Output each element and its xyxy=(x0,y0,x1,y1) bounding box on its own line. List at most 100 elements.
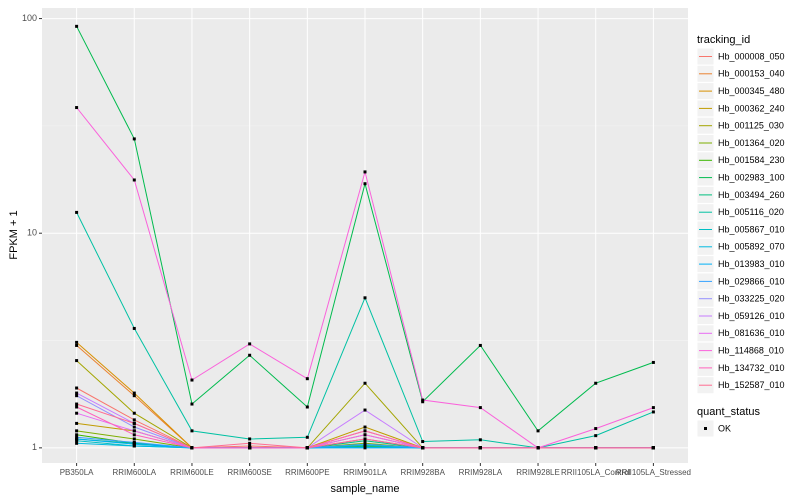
point xyxy=(75,386,79,390)
point xyxy=(421,440,425,444)
point xyxy=(75,340,79,344)
point xyxy=(75,429,79,433)
point xyxy=(363,429,367,433)
point xyxy=(190,429,194,433)
point xyxy=(421,446,425,450)
legend-label: Hb_000008_050 xyxy=(718,51,785,61)
point xyxy=(305,446,309,450)
point xyxy=(594,434,598,438)
x-tick-label: RRIM600PE xyxy=(285,468,329,477)
legend-label: Hb_000153_040 xyxy=(718,69,785,79)
point xyxy=(75,439,79,443)
point xyxy=(75,359,79,363)
legend-shape xyxy=(704,427,707,430)
point xyxy=(363,296,367,300)
x-tick-label: RRIM928BA xyxy=(400,468,445,477)
legend-label: Hb_081636_010 xyxy=(718,328,785,338)
point xyxy=(651,406,655,410)
point xyxy=(75,421,79,425)
point xyxy=(478,343,482,347)
point xyxy=(132,433,136,437)
point xyxy=(363,170,367,174)
point xyxy=(132,429,136,433)
point xyxy=(132,391,136,395)
legend-label: Hb_001584_230 xyxy=(718,155,785,165)
point xyxy=(363,446,367,450)
x-tick-label: RRIM901LA xyxy=(343,468,387,477)
y-tick-label: 1 xyxy=(32,442,37,452)
point xyxy=(190,446,194,450)
point xyxy=(75,435,79,439)
point xyxy=(75,106,79,110)
point xyxy=(75,433,79,437)
legend-label: Hb_005116_020 xyxy=(718,207,784,217)
y-axis-label: FPKM + 1 xyxy=(8,210,20,259)
point xyxy=(75,343,79,347)
legend-label: OK xyxy=(718,423,731,433)
x-axis-label: sample_name xyxy=(330,483,399,495)
point xyxy=(132,444,136,448)
point xyxy=(248,353,252,357)
point xyxy=(363,442,367,446)
legend-label: Hb_033225_020 xyxy=(718,294,785,304)
point xyxy=(363,433,367,437)
point xyxy=(75,405,79,409)
point xyxy=(248,446,252,450)
x-tick-label: RRII105LA_Stressed xyxy=(616,468,691,477)
point xyxy=(248,441,252,445)
legend-label: Hb_002983_100 xyxy=(718,172,785,182)
point xyxy=(651,410,655,414)
legend-label: Hb_003494_260 xyxy=(718,190,785,200)
point xyxy=(75,24,79,28)
legend-label: Hb_029866_010 xyxy=(718,276,785,286)
point xyxy=(305,377,309,381)
point xyxy=(75,394,79,398)
y-tick-label: 100 xyxy=(22,13,37,23)
point xyxy=(132,421,136,425)
legend-label: Hb_152587_010 xyxy=(718,380,785,390)
point xyxy=(75,210,79,214)
legend-label: Hb_059126_010 xyxy=(718,311,785,321)
legend-label: Hb_114868_010 xyxy=(718,345,784,355)
point xyxy=(478,406,482,410)
point xyxy=(363,381,367,385)
x-tick-label: RRIM600LA xyxy=(112,468,156,477)
legend-label: Hb_000362_240 xyxy=(718,103,785,113)
point xyxy=(132,440,136,444)
point xyxy=(132,411,136,415)
point xyxy=(305,435,309,439)
point xyxy=(594,427,598,431)
point xyxy=(190,402,194,406)
point xyxy=(132,326,136,330)
point xyxy=(75,441,79,445)
legend-label: Hb_000345_480 xyxy=(718,86,785,96)
point xyxy=(305,405,309,409)
point xyxy=(132,178,136,182)
point xyxy=(75,402,79,406)
point xyxy=(190,378,194,382)
point xyxy=(363,182,367,186)
point xyxy=(478,446,482,450)
point xyxy=(363,439,367,443)
legend-label: Hb_005892_070 xyxy=(718,242,785,252)
x-tick-label: RRIM600LE xyxy=(170,468,214,477)
point xyxy=(75,411,79,415)
point xyxy=(478,438,482,442)
point xyxy=(363,408,367,412)
x-tick-label: RRIM600SE xyxy=(227,468,271,477)
x-tick-label: RRII105LA_Control xyxy=(561,468,631,477)
point xyxy=(132,442,136,446)
point xyxy=(363,437,367,441)
point xyxy=(363,425,367,429)
point xyxy=(248,444,252,448)
legend-label: Hb_013983_010 xyxy=(718,259,785,269)
y-tick-label: 10 xyxy=(27,228,37,238)
point xyxy=(248,437,252,441)
point xyxy=(651,360,655,364)
point xyxy=(132,394,136,398)
point xyxy=(132,425,136,429)
x-tick-label: RRIM928LA xyxy=(459,468,503,477)
x-tick-label: RRIM928LE xyxy=(516,468,560,477)
point xyxy=(75,391,79,395)
